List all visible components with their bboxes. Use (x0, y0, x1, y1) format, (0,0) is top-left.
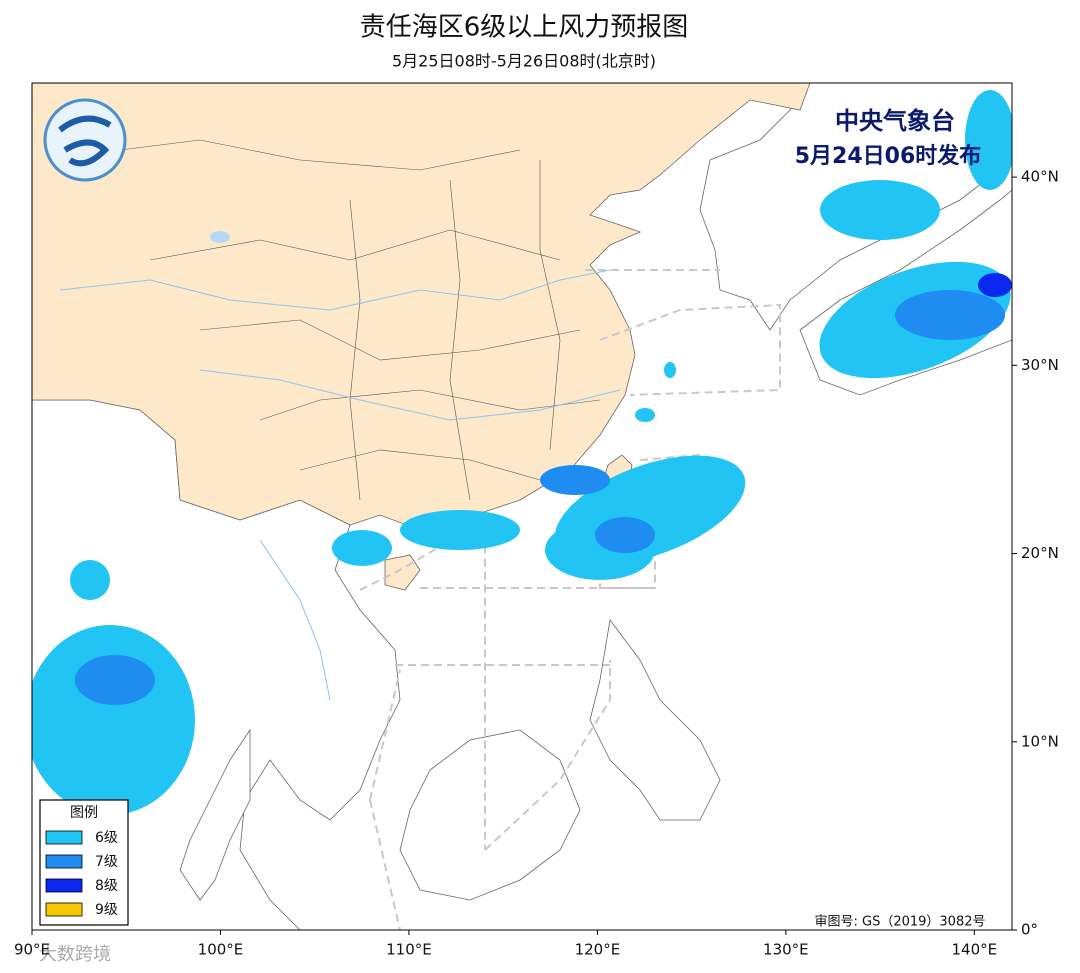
issue-time: 5月24日06时发布 (795, 143, 982, 169)
approval-number: 审图号: GS（2019）3082号 (814, 915, 985, 930)
legend-swatch (45, 902, 83, 917)
title: 责任海区6级以上风力预报图 (360, 13, 689, 43)
legend-swatch (45, 878, 83, 893)
y-tick-label: 20°N (1021, 544, 1059, 562)
x-tick-label: 110°E (386, 941, 432, 959)
legend-title: 图例 (70, 805, 98, 821)
legend: 图例 6级 7级 8级 9级 (39, 799, 129, 926)
y-tick-label: 30°N (1021, 356, 1059, 374)
issuer: 中央气象台 (835, 107, 955, 135)
x-tick-label: 120°E (575, 941, 621, 959)
x-tick-label: 130°E (763, 941, 809, 959)
map-frame (31, 82, 1013, 931)
legend-swatch (45, 830, 83, 845)
x-tick-label: 140°E (952, 941, 998, 959)
watermark: 大数跨境 (39, 944, 111, 965)
legend-label: 8级 (95, 878, 118, 894)
y-tick-label: 40°N (1021, 168, 1059, 186)
legend-label: 7级 (95, 854, 118, 870)
map-layers (32, 83, 1012, 930)
subtitle: 5月25日08时-5月26日08时(北京时) (392, 52, 656, 71)
wind-areas (32, 90, 1012, 815)
legend-label: 9级 (95, 902, 118, 918)
x-tick-label: 90°E (14, 941, 50, 959)
legend-label: 6级 (95, 830, 118, 846)
logo (43, 98, 127, 182)
china-land (32, 83, 811, 531)
y-tick-label: 10°N (1021, 732, 1059, 750)
x-tick-label: 100°E (198, 941, 244, 959)
y-tick-label: 0° (1021, 921, 1038, 939)
legend-swatch (45, 854, 83, 869)
